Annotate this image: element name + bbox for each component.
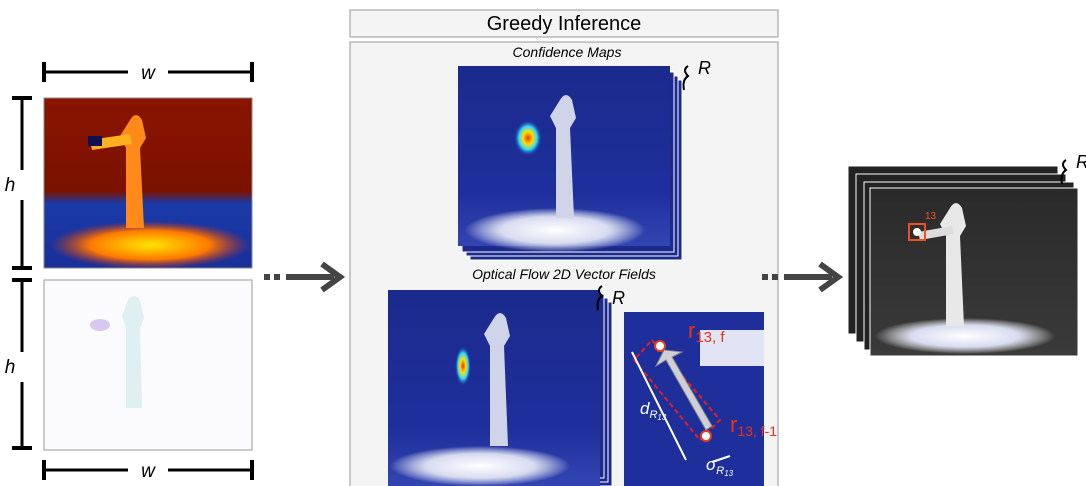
- shape: [514, 120, 542, 156]
- subscript: 13, f: [695, 329, 725, 346]
- subscript: 13: [657, 413, 666, 422]
- shape: [550, 95, 576, 218]
- input-panel: w h h w: [5, 62, 254, 482]
- shape: [918, 226, 954, 240]
- shape: [264, 274, 270, 280]
- panel-header: [349, 9, 779, 38]
- subscript: 13: [724, 469, 733, 478]
- shape: [320, 261, 346, 293]
- symbol: r: [688, 318, 695, 343]
- stack-label: R: [1076, 152, 1086, 172]
- width-label: w: [141, 461, 156, 482]
- height-label: h: [5, 175, 16, 196]
- shape: [682, 65, 690, 91]
- section-title: Optical Flow 2D Vector Fields: [472, 266, 656, 282]
- width-label: w: [141, 63, 156, 84]
- shape: [50, 221, 250, 269]
- shape: [908, 223, 926, 241]
- shape: [484, 313, 510, 446]
- section-title: Confidence Maps: [513, 44, 622, 60]
- height-label: h: [5, 357, 16, 378]
- shape: [654, 340, 666, 352]
- shape: [711, 455, 731, 463]
- shape: [700, 330, 764, 366]
- shape: [762, 274, 768, 280]
- subscript: 13, f-1: [737, 423, 777, 439]
- shape: [122, 296, 144, 408]
- shape: [631, 351, 687, 461]
- inference-panel: Greedy Inference Confidence Maps R Optic…: [349, 9, 779, 486]
- shape: [390, 446, 570, 486]
- subscript: R: [649, 409, 657, 421]
- symbol: r: [730, 412, 737, 437]
- shape: [455, 346, 471, 386]
- shape: [875, 318, 1055, 354]
- shape: [88, 136, 102, 146]
- shape: [90, 319, 110, 331]
- stack-label: R: [698, 58, 711, 78]
- sigma-label: σR13: [706, 455, 734, 478]
- shape: [1060, 159, 1068, 185]
- subscript: R: [716, 465, 724, 477]
- shape: [654, 349, 713, 431]
- shape: [772, 274, 778, 280]
- panel-title: Greedy Inference: [487, 13, 642, 35]
- shape: [913, 228, 921, 236]
- flow-arrow: [762, 261, 844, 293]
- flow-arrow: [264, 261, 346, 293]
- distance-label: dR13: [640, 399, 667, 422]
- marker-label: 13: [925, 211, 937, 222]
- stack-label: R: [612, 288, 625, 308]
- symbol: σ: [706, 455, 717, 474]
- shape: [596, 285, 604, 311]
- shape: [818, 261, 844, 293]
- shape: [274, 274, 280, 280]
- symbol: d: [640, 399, 650, 418]
- shape: [465, 208, 645, 252]
- output-panel: 13 R: [847, 152, 1086, 357]
- roi-label: r13, f-1: [730, 412, 777, 439]
- roi-label: r13, f: [688, 318, 725, 346]
- flow-image: [43, 279, 253, 451]
- shape: [700, 430, 712, 442]
